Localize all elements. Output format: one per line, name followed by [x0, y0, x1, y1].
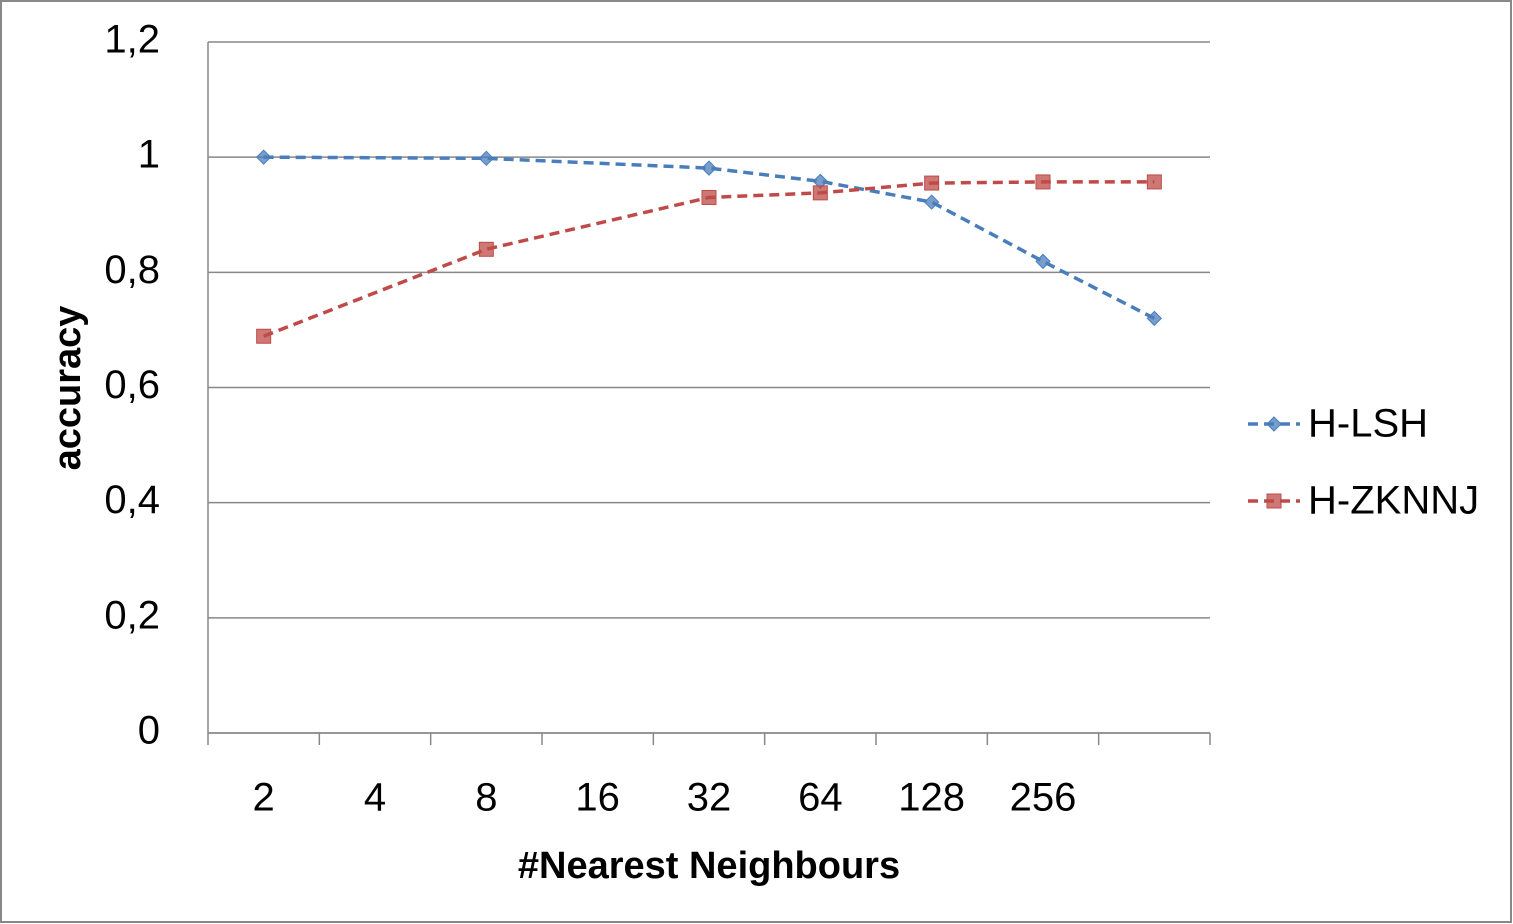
legend-marker — [1266, 493, 1282, 509]
x-tick-label: 64 — [798, 776, 843, 820]
y-tick-label: 0,2 — [104, 593, 160, 637]
x-axis-label: #Nearest Neighbours — [518, 845, 900, 887]
y-tick-label: 0,6 — [104, 363, 160, 407]
marker — [923, 194, 940, 210]
marker — [701, 160, 717, 176]
marker — [256, 328, 272, 344]
y-tick-label: 1 — [138, 133, 160, 177]
y-tick-label: 0 — [138, 709, 160, 753]
y-tick-label: 0,4 — [104, 478, 160, 522]
marker — [924, 175, 940, 191]
x-tick-label: 2 — [253, 776, 275, 820]
y-tick-label: 1,2 — [104, 18, 160, 62]
legend-label: H-ZKNNJ — [1308, 479, 1479, 523]
y-axis-label: accuracy — [47, 306, 89, 471]
marker — [478, 150, 495, 167]
marker — [812, 185, 828, 201]
x-tick-label: 16 — [575, 776, 620, 820]
legend-label: H-LSH — [1308, 402, 1428, 446]
legend-marker — [1266, 416, 1282, 432]
marker — [1146, 174, 1162, 190]
x-tick-label: 256 — [1010, 776, 1077, 820]
marker — [478, 241, 494, 257]
marker — [1146, 310, 1163, 327]
marker — [255, 149, 272, 165]
y-tick-label: 0,8 — [104, 248, 160, 292]
x-tick-label: 8 — [475, 776, 497, 820]
x-tick-label: 32 — [687, 776, 732, 820]
x-tick-label: 128 — [898, 776, 965, 820]
marker — [1035, 253, 1051, 270]
x-tick-label: 4 — [364, 776, 386, 820]
marker — [701, 189, 717, 205]
marker — [1035, 174, 1051, 190]
